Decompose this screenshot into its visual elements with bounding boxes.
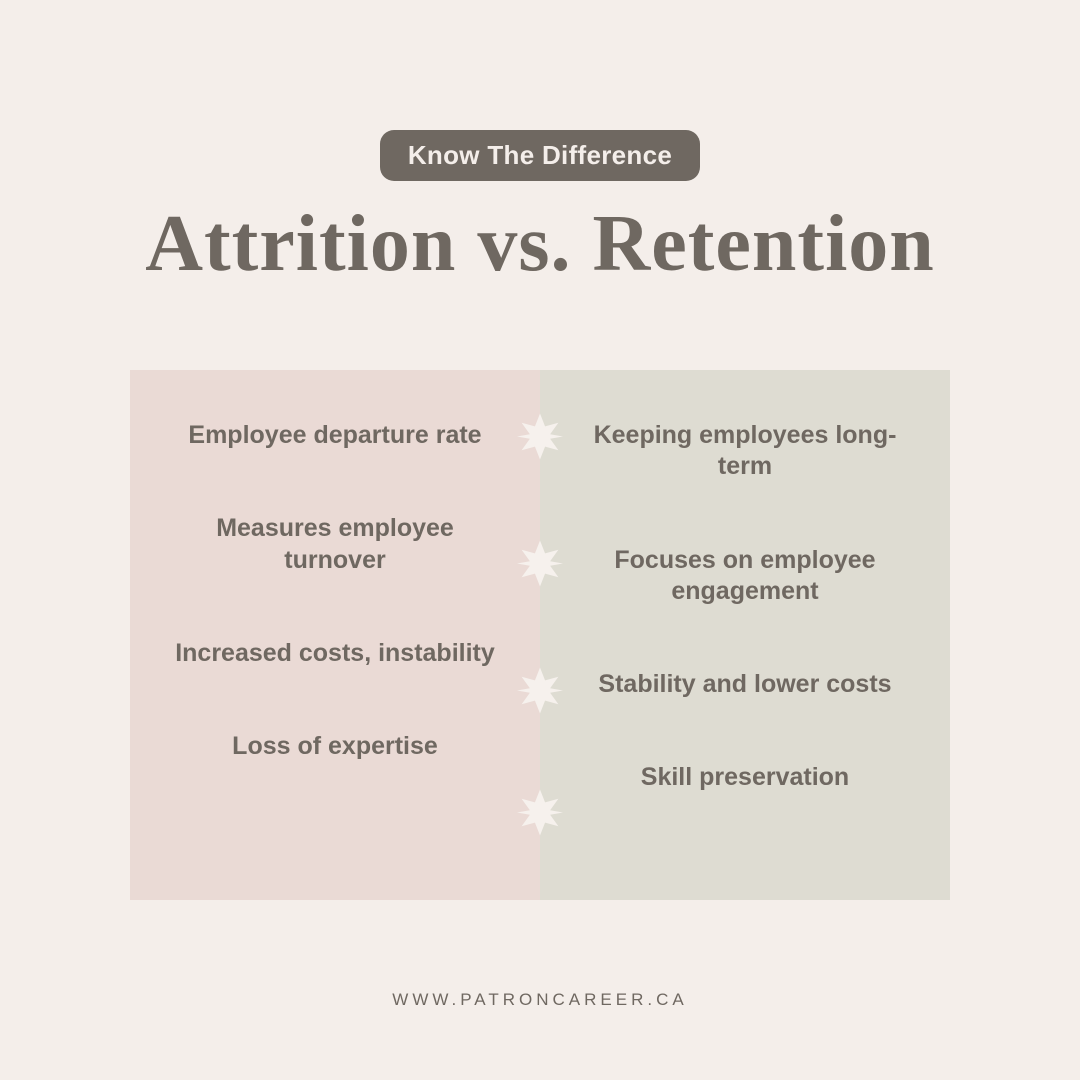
pill-badge: Know The Difference [380,130,700,181]
star-icon [517,668,563,719]
star-icon [517,790,563,841]
compare-cell: Stability and lower costs [580,669,910,700]
compare-cell: Employee departure rate [170,420,500,451]
star-icon [517,541,563,592]
main-title: Attrition vs. Retention [145,199,935,290]
left-column: Employee departure rate Measures employee… [130,370,540,900]
compare-cell: Measures employee turnover [170,513,500,576]
compare-cell: Keeping employees long-term [580,420,910,483]
comparison-table: Employee departure rate Measures employee… [130,370,950,900]
compare-cell: Increased costs, instability [170,638,500,669]
right-column: Keeping employees long-term Focuses on em… [540,370,950,900]
compare-cell: Skill preservation [580,762,910,793]
footer-url: WWW.PATRONCAREER.CA [0,990,1080,1010]
infographic-canvas: Know The Difference Attrition vs. Retent… [0,0,1080,1080]
compare-cell: Focuses on employee engagement [580,545,910,608]
pill-label: Know The Difference [408,140,672,170]
compare-cell: Loss of expertise [170,731,500,762]
star-icon [517,413,563,464]
